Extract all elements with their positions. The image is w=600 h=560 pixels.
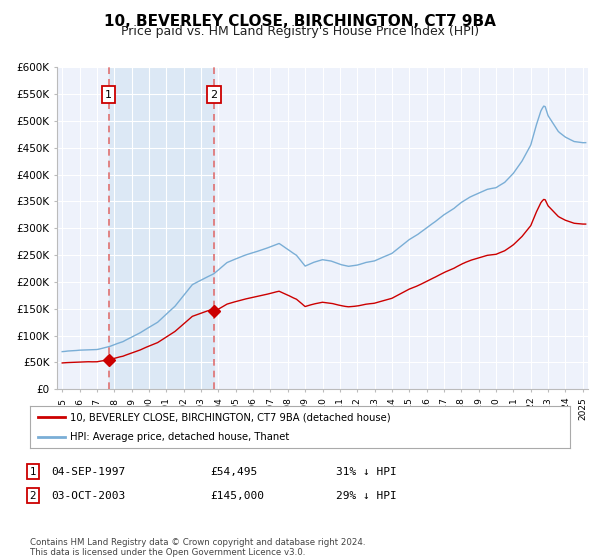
- Text: 2: 2: [29, 491, 37, 501]
- Text: 1: 1: [29, 466, 37, 477]
- Text: 31% ↓ HPI: 31% ↓ HPI: [336, 466, 397, 477]
- Text: 10, BEVERLEY CLOSE, BIRCHINGTON, CT7 9BA: 10, BEVERLEY CLOSE, BIRCHINGTON, CT7 9BA: [104, 14, 496, 29]
- Text: Contains HM Land Registry data © Crown copyright and database right 2024.
This d: Contains HM Land Registry data © Crown c…: [30, 538, 365, 557]
- Text: 10, BEVERLEY CLOSE, BIRCHINGTON, CT7 9BA (detached house): 10, BEVERLEY CLOSE, BIRCHINGTON, CT7 9BA…: [71, 412, 391, 422]
- Text: Price paid vs. HM Land Registry's House Price Index (HPI): Price paid vs. HM Land Registry's House …: [121, 25, 479, 38]
- Text: 1: 1: [105, 90, 112, 100]
- Text: 04-SEP-1997: 04-SEP-1997: [51, 466, 125, 477]
- Text: HPI: Average price, detached house, Thanet: HPI: Average price, detached house, Than…: [71, 432, 290, 442]
- Text: £145,000: £145,000: [210, 491, 264, 501]
- Bar: [109, 67, 214, 389]
- Text: £54,495: £54,495: [210, 466, 257, 477]
- Text: 29% ↓ HPI: 29% ↓ HPI: [336, 491, 397, 501]
- Text: 2: 2: [211, 90, 218, 100]
- Text: 03-OCT-2003: 03-OCT-2003: [51, 491, 125, 501]
